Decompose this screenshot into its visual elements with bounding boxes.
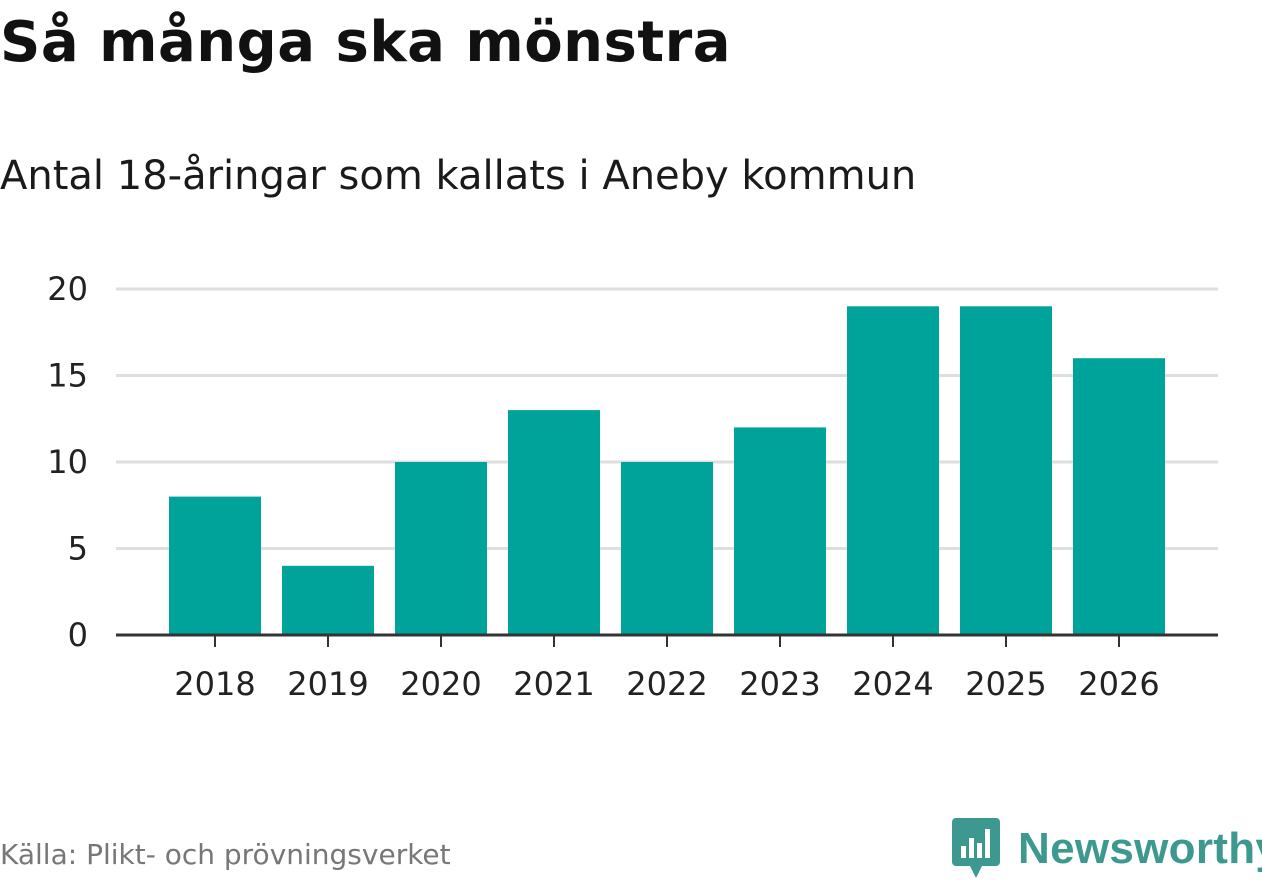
x-axis-ticks: 2018 2019 2020 2021 2022 2023 2024 2025 2026 (174, 635, 1160, 703)
x-tick-label: 2018 (174, 665, 255, 703)
x-tick-label: 2022 (626, 665, 707, 703)
x-tick-label: 2021 (513, 665, 594, 703)
y-tick-label: 20 (47, 270, 88, 308)
bar-2020 (395, 462, 487, 635)
x-tick-label: 2020 (400, 665, 481, 703)
bar-2022 (621, 462, 713, 635)
y-tick-label: 15 (47, 357, 88, 395)
x-tick-label: 2019 (287, 665, 368, 703)
bar-2021 (508, 410, 600, 635)
source-note: Källa: Plikt- och prövningsverket (0, 838, 451, 871)
y-tick-label: 10 (47, 443, 88, 481)
bar-2023 (734, 427, 826, 635)
chart-title: Så många ska mönstra (0, 10, 732, 75)
bar-2024 (847, 306, 939, 635)
chart-subtitle: Antal 18-åringar som kallats i Aneby kom… (0, 153, 917, 199)
brand-logo: Newsworthy (952, 818, 1262, 880)
x-tick-label: 2026 (1078, 665, 1159, 703)
brand-name: Newsworthy (1018, 824, 1262, 873)
bars (169, 306, 1165, 635)
y-axis-ticks: 0 5 10 15 20 (47, 270, 88, 654)
y-tick-label: 0 (68, 616, 88, 654)
x-tick-label: 2023 (739, 665, 820, 703)
bar-2019 (282, 565, 374, 635)
bar-2026 (1073, 358, 1165, 635)
x-tick-label: 2025 (965, 665, 1046, 703)
newsworthy-logo-icon (952, 818, 1000, 878)
x-tick-label: 2024 (852, 665, 933, 703)
bar-2025 (960, 306, 1052, 635)
bar-2018 (169, 496, 261, 635)
y-tick-label: 5 (68, 530, 88, 568)
